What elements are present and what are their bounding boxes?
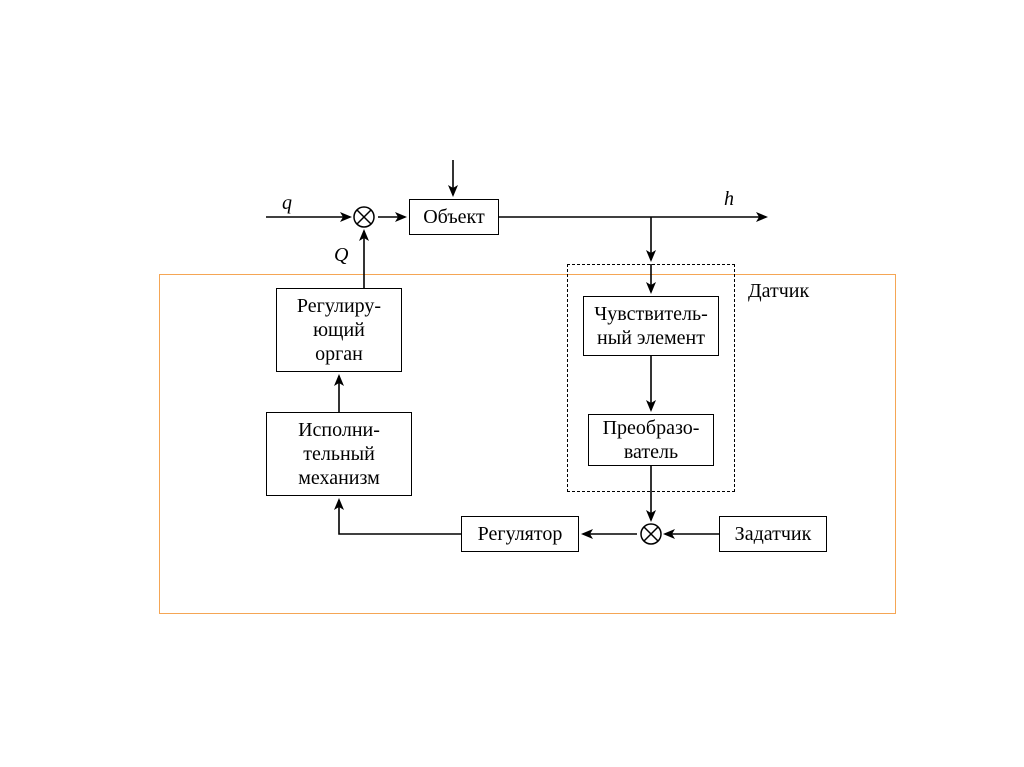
node-object-label: Объект xyxy=(423,205,485,229)
label-sensor-group: Датчик xyxy=(748,280,809,303)
node-converter: Преобразо- ватель xyxy=(588,414,714,466)
node-regulator-label: Регулятор xyxy=(478,522,563,546)
node-actuator: Исполни- тельный механизм xyxy=(266,412,412,496)
label-h: h xyxy=(724,188,734,211)
node-regulator: Регулятор xyxy=(461,516,579,552)
label-q: q xyxy=(282,192,292,215)
summer-top-icon xyxy=(354,207,374,227)
node-reg-organ: Регулиру- ющий орган xyxy=(276,288,402,372)
node-sensor: Чувствитель- ный элемент xyxy=(583,296,719,356)
node-object: Объект xyxy=(409,199,499,235)
node-sensor-label: Чувствитель- ный элемент xyxy=(594,302,707,350)
label-Q-upper: Q xyxy=(334,244,348,267)
node-setter: Задатчик xyxy=(719,516,827,552)
node-actuator-label: Исполни- тельный механизм xyxy=(298,418,380,490)
node-setter-label: Задатчик xyxy=(735,522,812,546)
node-reg-organ-label: Регулиру- ющий орган xyxy=(297,294,381,366)
node-converter-label: Преобразо- ватель xyxy=(603,416,700,464)
